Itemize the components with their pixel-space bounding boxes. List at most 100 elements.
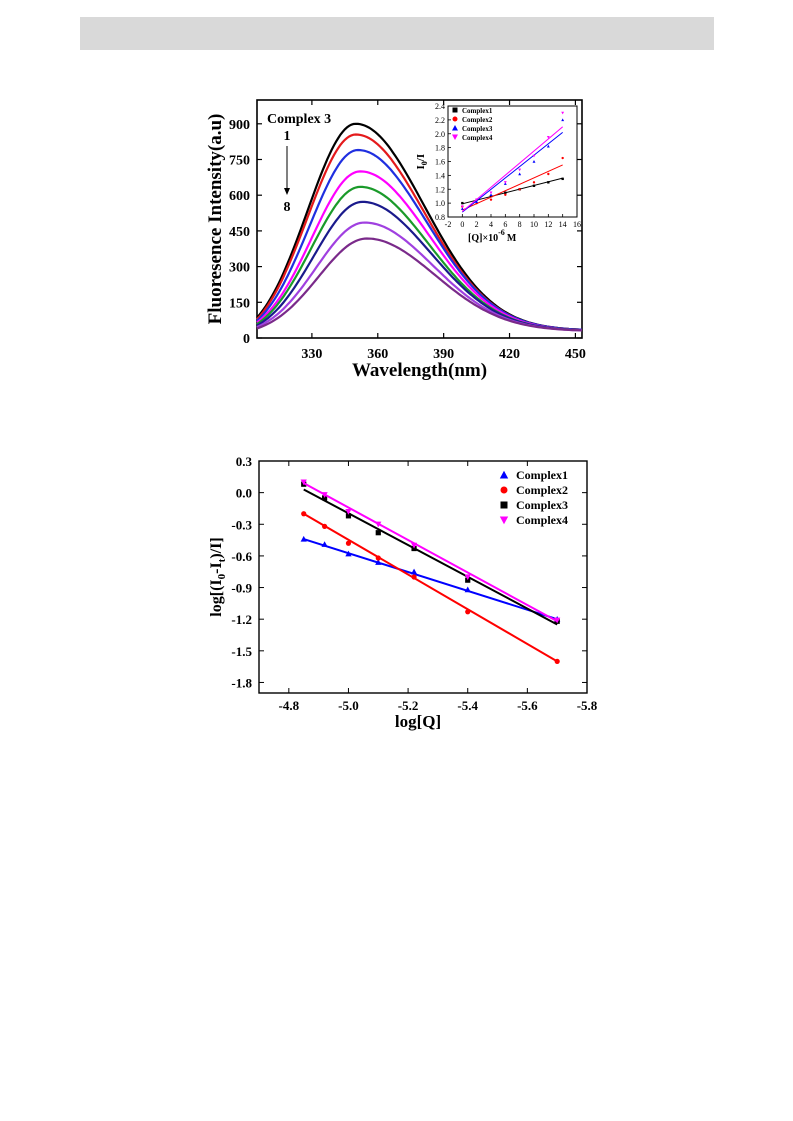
log-data-point [300, 479, 307, 486]
log-x-tick-label: -5.4 [457, 698, 478, 713]
inset-x-tick-label: -2 [445, 220, 452, 229]
spectra-plot-frame [256, 99, 583, 339]
spectra-y-tick-label: 900 [229, 118, 250, 133]
inset-legend-label: Complex2 [462, 116, 493, 124]
inset-y-axis-label: I0/I [415, 154, 429, 170]
inset-data-point [461, 201, 464, 205]
inset-x-tick-label: 16 [573, 220, 581, 229]
log-data-point [301, 511, 307, 517]
inset-x-tick-label: 0 [460, 220, 464, 229]
log-x-tick-label: -4.8 [279, 698, 300, 713]
spectra-x-tick-label: 360 [367, 347, 388, 362]
log-legend-label: Complex2 [516, 483, 568, 497]
quench-arrowhead [284, 188, 290, 195]
inset-x-tick-label: 2 [475, 220, 479, 229]
log-data-point [375, 530, 381, 536]
inset-y-tick-label: 1.8 [435, 144, 445, 153]
inset-fit-line [462, 164, 563, 211]
inset-x-axis-label: [Q]×10-6M [468, 228, 517, 244]
inset-x-tick-label: 12 [544, 220, 552, 229]
log-data-point [345, 550, 352, 557]
log-y-tick-label: 0.0 [236, 486, 252, 501]
inset-data-point [532, 181, 536, 184]
arrow-start-label: 1 [284, 129, 291, 144]
log-data-point [321, 541, 328, 547]
inset-y-tick-label: 1.2 [435, 185, 445, 194]
inset-data-point [475, 198, 479, 202]
log-y-tick-label: -0.9 [231, 581, 252, 596]
inset-data-point [561, 177, 564, 181]
arrow-end-label: 8 [284, 200, 291, 215]
spectra-x-axis-label: Wavelength(nm) [352, 360, 487, 381]
spectra-y-axis-label: Fluoresence Intensity(a.u) [205, 114, 226, 325]
log-fit-line [303, 512, 558, 663]
inset-data-point [547, 172, 550, 176]
log-x-tick-label: -5.2 [398, 698, 419, 713]
spectra-y-tick-label: 0 [243, 332, 250, 347]
inset-data-point [546, 136, 550, 139]
inset-y-tick-label: 1.4 [435, 171, 445, 180]
inset-data-point [460, 205, 464, 209]
inset-legend-marker [452, 107, 458, 113]
log-data-point [345, 540, 352, 546]
log-x-axis-label: log[Q] [395, 712, 441, 731]
complex-annotation: Complex 3 [267, 112, 331, 127]
log-legend-label: Complex1 [516, 468, 568, 482]
inset-data-point [489, 198, 493, 201]
inset-data-point [546, 144, 550, 148]
spectra-y-tick-label: 450 [229, 225, 250, 240]
inset-data-point [532, 154, 536, 158]
inset-y-tick-label: 2.4 [435, 102, 445, 111]
inset-data-point [561, 111, 565, 115]
inset-plot-frame [447, 105, 578, 218]
inset-legend-marker [452, 134, 458, 140]
inset-data-point [504, 193, 507, 196]
spectra-x-tick-label: 330 [301, 347, 322, 362]
log-data-point [345, 513, 352, 519]
page-header-bar [80, 17, 714, 50]
spectra-y-tick-label: 750 [229, 154, 250, 169]
spectrum-curve [256, 237, 583, 332]
spectra-x-tick-label: 420 [499, 347, 520, 362]
log-data-point [465, 577, 471, 583]
inset-data-point [504, 191, 507, 194]
inset-data-point [532, 160, 536, 163]
log-y-tick-label: -1.5 [231, 644, 252, 659]
log-y-axis-label: log[(I0-It)/I] [208, 537, 228, 616]
log-y-tick-label: -0.3 [231, 517, 252, 532]
log-data-point [300, 535, 307, 542]
log-data-point [375, 555, 381, 561]
log-data-point [322, 495, 328, 501]
inset-data-point [518, 188, 521, 191]
inset-data-point [532, 184, 536, 187]
inset-y-tick-label: 0.8 [435, 213, 445, 222]
log-chart: -4.8 -5.0 -5.2 -5.4 -5.6 -5.8 0.3 0.0 -0.3 -0.6 -0… [208, 454, 598, 731]
inset-x-tick-label: 14 [559, 220, 567, 229]
inset-fit-line [462, 177, 563, 205]
log-data-point [554, 617, 561, 624]
inset-y-tick-label: 2.2 [435, 116, 445, 125]
inset-data-point [561, 118, 565, 122]
spectra-x-tick-label: 390 [433, 347, 454, 362]
log-data-point [464, 574, 471, 581]
log-data-point [465, 609, 471, 615]
spectra-chart: 330 360 390 420 4500150300450600750900Wavele… [205, 99, 586, 381]
log-y-tick-label: 0.3 [236, 454, 253, 469]
log-data-point [375, 521, 382, 528]
log-legend-label: Complex4 [516, 513, 568, 527]
inset-legend-label: Complex4 [462, 134, 493, 142]
inset-data-point [460, 207, 464, 210]
log-data-point [345, 509, 352, 515]
log-x-tick-label: -5.6 [517, 698, 538, 713]
inset-fit-line [462, 126, 563, 212]
log-x-tick-label: -5.0 [338, 698, 359, 713]
log-x-tick-label: -5.8 [577, 698, 598, 713]
log-plot-frame [258, 460, 588, 694]
log-data-point [321, 492, 328, 498]
log-data-point [464, 586, 471, 593]
log-legend-marker [500, 501, 508, 509]
log-fit-line [303, 488, 558, 626]
log-data-point [554, 658, 560, 664]
inset-legend-label: Complex1 [462, 107, 493, 115]
